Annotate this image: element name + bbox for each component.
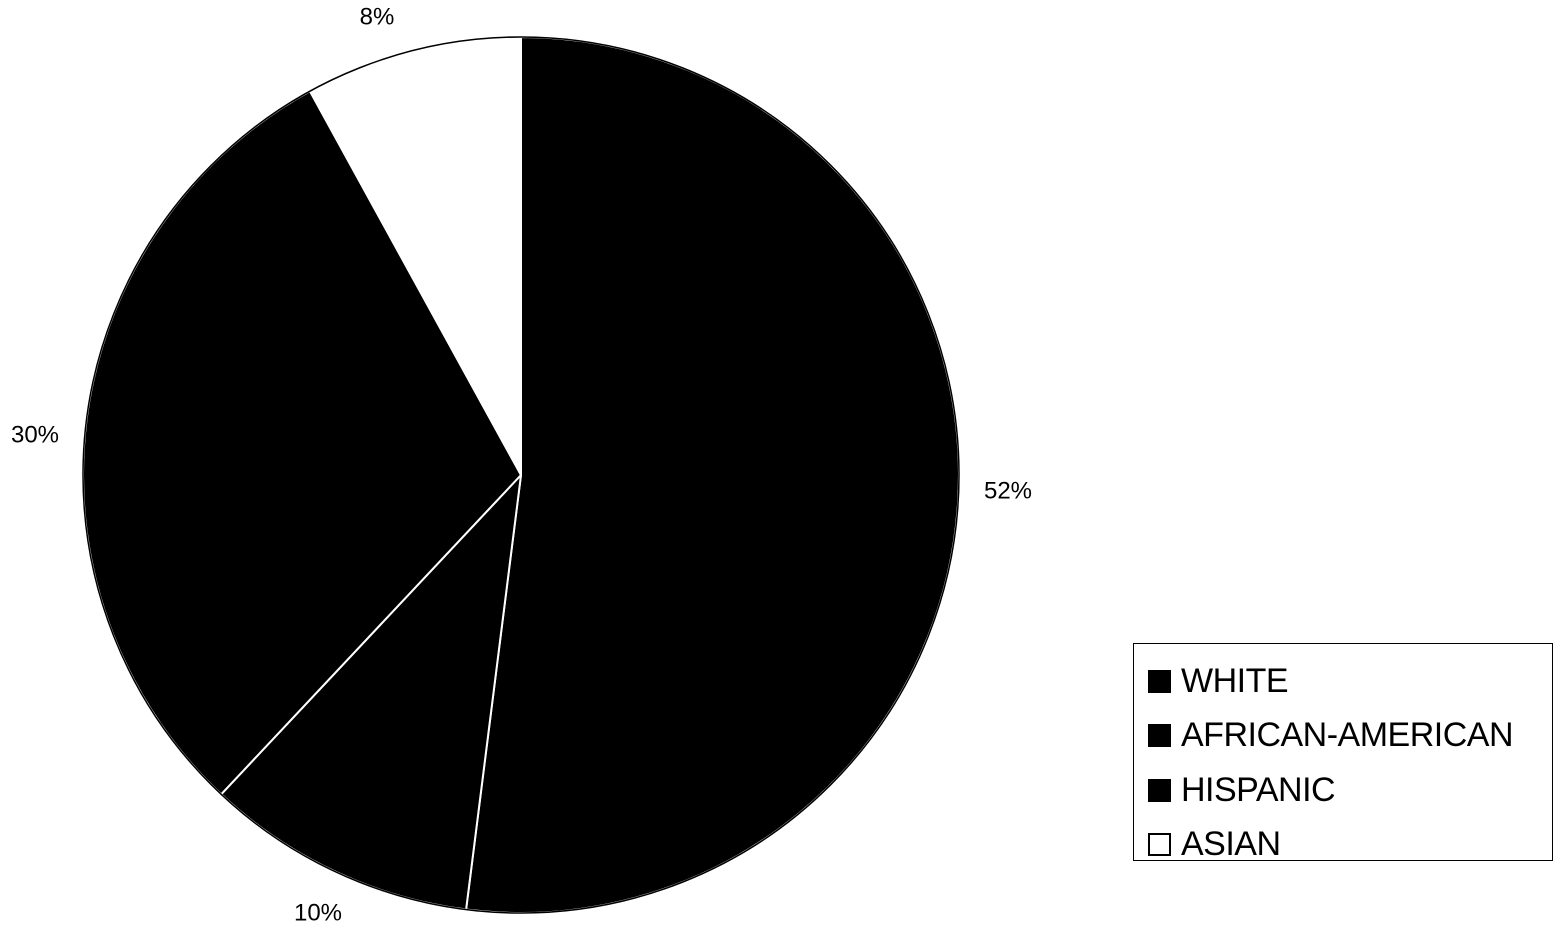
- pie-slices: [82, 36, 960, 914]
- legend-swatch-asian: [1148, 833, 1171, 857]
- legend-item-asian: ASIAN: [1148, 818, 1552, 873]
- legend-label-asian: ASIAN: [1181, 825, 1281, 864]
- legend-label-african-american: AFRICAN-AMERICAN: [1181, 716, 1514, 755]
- pie-slice-white: [465, 36, 960, 914]
- legend-item-hispanic: HISPANIC: [1148, 763, 1552, 818]
- legend-swatch-hispanic: [1148, 778, 1171, 802]
- legend-swatch-white: [1148, 669, 1171, 693]
- data-label-asian: 8%: [360, 3, 395, 30]
- legend-swatch-african-american: [1148, 724, 1171, 748]
- data-label-white: 52%: [984, 477, 1032, 504]
- legend-label-white: WHITE: [1181, 661, 1289, 700]
- chart-legend: WHITE AFRICAN-AMERICAN HISPANIC ASIAN: [1133, 643, 1553, 863]
- data-label-african-american: 10%: [294, 899, 342, 926]
- legend-label-hispanic: HISPANIC: [1181, 770, 1336, 809]
- data-label-hispanic: 30%: [11, 421, 59, 448]
- pie-data-labels: 52% 10% 30% 8%: [11, 3, 1032, 926]
- legend-item-white: WHITE: [1148, 654, 1552, 709]
- legend-item-african-american: AFRICAN-AMERICAN: [1148, 709, 1552, 764]
- pie-outline: [82, 36, 960, 914]
